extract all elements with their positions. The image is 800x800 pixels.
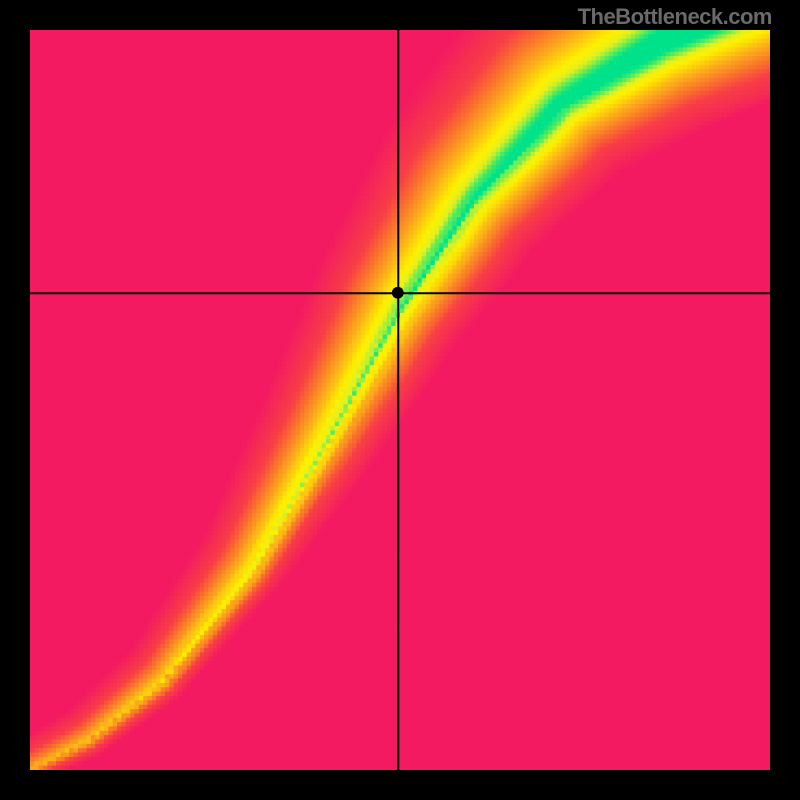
bottleneck-heatmap-canvas — [0, 0, 800, 800]
chart-container: TheBottleneck.com — [0, 0, 800, 800]
watermark-text: TheBottleneck.com — [578, 4, 772, 30]
